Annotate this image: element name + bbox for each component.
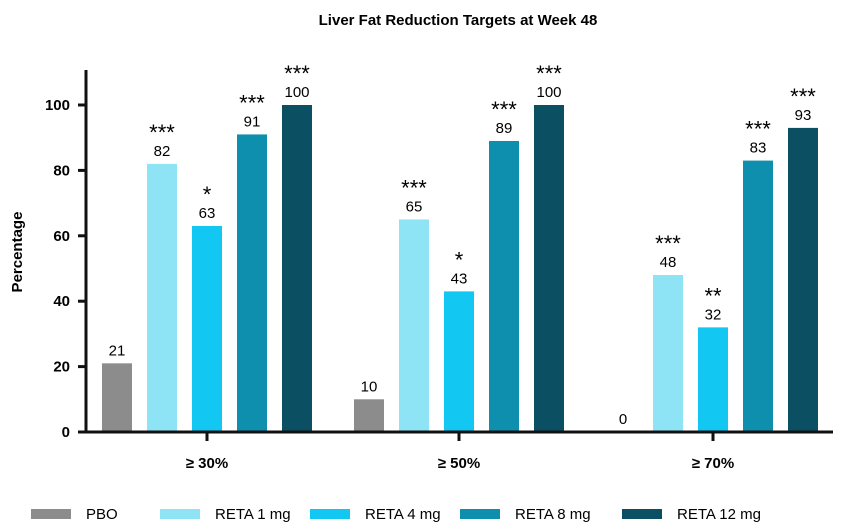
x-tick-label: ≥ 50% [438, 455, 480, 472]
bar [102, 363, 132, 432]
bar [282, 105, 312, 432]
x-axis-categories: ≥ 30% ≥ 50% ≥ 70% [186, 432, 734, 472]
significance-marker: *** [401, 175, 427, 200]
bar [399, 219, 429, 432]
significance-marker: *** [239, 90, 265, 115]
legend-label: RETA 8 mg [515, 506, 591, 523]
x-tick-label: ≥ 30% [186, 455, 228, 472]
legend-swatch [31, 509, 71, 519]
significance-marker: * [455, 247, 464, 272]
significance-marker: *** [536, 61, 562, 86]
significance-marker: *** [655, 231, 681, 256]
y-axis-label: Percentage [9, 212, 26, 293]
legend-swatch [460, 509, 500, 519]
legend-swatch [310, 509, 350, 519]
data-label: 82 [154, 143, 171, 160]
data-label: 93 [795, 107, 812, 124]
bar [698, 327, 728, 432]
y-tick-label: 100 [45, 97, 70, 114]
significance-marker: * [203, 182, 212, 207]
data-label: 100 [536, 84, 561, 101]
bar [788, 127, 818, 432]
legend-label: RETA 1 mg [215, 506, 291, 523]
data-label: 43 [451, 270, 468, 287]
data-label: 65 [406, 198, 423, 215]
data-label: 10 [361, 378, 378, 395]
bar [444, 291, 474, 432]
y-axis-ticks: 0 20 40 60 80 100 [45, 97, 86, 441]
significance-marker: *** [790, 84, 816, 109]
data-label: 100 [284, 84, 309, 101]
data-label: 89 [496, 120, 513, 137]
bar [489, 140, 519, 432]
data-label: 63 [199, 205, 216, 222]
bar [534, 105, 564, 432]
legend: PBO RETA 1 mg RETA 4 mg RETA 8 mg RETA 12 mg [31, 506, 761, 523]
significance-marker: *** [491, 97, 517, 122]
significance-marker: *** [284, 61, 310, 86]
significance-marker: *** [149, 120, 175, 145]
legend-label: RETA 4 mg [365, 506, 441, 523]
data-label: 32 [705, 306, 722, 323]
chart-title: Liver Fat Reduction Targets at Week 48 [319, 12, 598, 29]
data-label: 83 [750, 140, 767, 157]
y-tick-label: 80 [53, 162, 70, 179]
bar-series [102, 105, 818, 433]
bar [653, 275, 683, 432]
bar [354, 399, 384, 432]
legend-swatch [622, 509, 662, 519]
data-label: 21 [109, 342, 126, 359]
bar [743, 160, 773, 432]
bar [147, 163, 177, 433]
significance-marker: ** [704, 283, 722, 308]
data-label: 48 [660, 254, 677, 271]
legend-label: PBO [86, 506, 118, 523]
data-label: 0 [619, 411, 627, 428]
y-tick-label: 60 [53, 228, 70, 245]
legend-label: RETA 12 mg [677, 506, 761, 523]
bar [237, 134, 267, 432]
y-tick-label: 20 [53, 359, 70, 376]
x-tick-label: ≥ 70% [692, 455, 734, 472]
bar [192, 225, 222, 432]
legend-swatch [160, 509, 200, 519]
data-label: 91 [244, 113, 261, 130]
significance-marker: *** [745, 117, 771, 142]
y-tick-label: 40 [53, 293, 70, 310]
y-tick-label: 0 [62, 424, 70, 441]
